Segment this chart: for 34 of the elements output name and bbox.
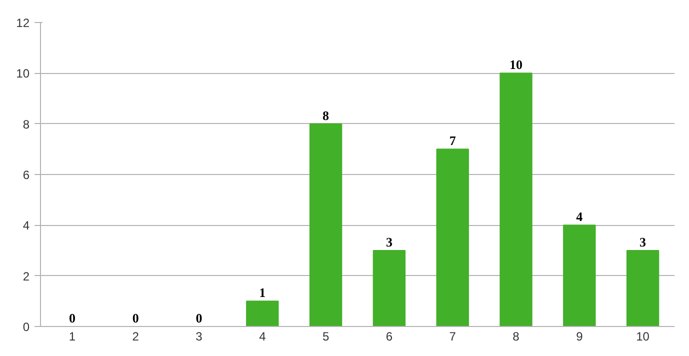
x-tick-label: 3 (196, 330, 203, 344)
x-tick-label: 6 (386, 330, 393, 344)
x-tick-label: 4 (259, 330, 266, 344)
data-label: 3 (386, 234, 393, 250)
y-tick-label: 12 (16, 16, 30, 30)
data-label: 1 (259, 285, 266, 300)
data-label: 10 (510, 57, 522, 72)
data-label: 0 (132, 310, 139, 326)
bar (626, 250, 660, 326)
bar (563, 224, 596, 326)
y-tick-label: 10 (16, 66, 30, 81)
data-label: 0 (196, 310, 202, 326)
y-tick-label: 0 (22, 320, 30, 334)
data-label: 8 (322, 108, 330, 123)
y-tick-label: 4 (22, 218, 30, 233)
data-label: 3 (640, 234, 647, 250)
x-tick-label: 2 (132, 330, 140, 344)
x-tick-label: 1 (68, 330, 76, 344)
bar (372, 250, 406, 326)
data-label: 7 (449, 133, 456, 148)
bar (246, 300, 279, 326)
data-label: 0 (68, 310, 76, 326)
x-tick-label: 7 (449, 330, 456, 344)
x-tick-label: 5 (322, 330, 330, 344)
bar (436, 148, 469, 326)
y-tick-label: 8 (22, 117, 30, 132)
y-tick-label: 6 (22, 168, 30, 182)
data-label: 4 (576, 209, 584, 224)
x-tick-label: 9 (576, 330, 584, 344)
y-tick-label: 2 (22, 269, 30, 284)
bar (309, 123, 342, 326)
x-tick-label: 10 (636, 330, 650, 344)
bar (500, 72, 532, 326)
x-tick-label: 8 (512, 330, 520, 344)
